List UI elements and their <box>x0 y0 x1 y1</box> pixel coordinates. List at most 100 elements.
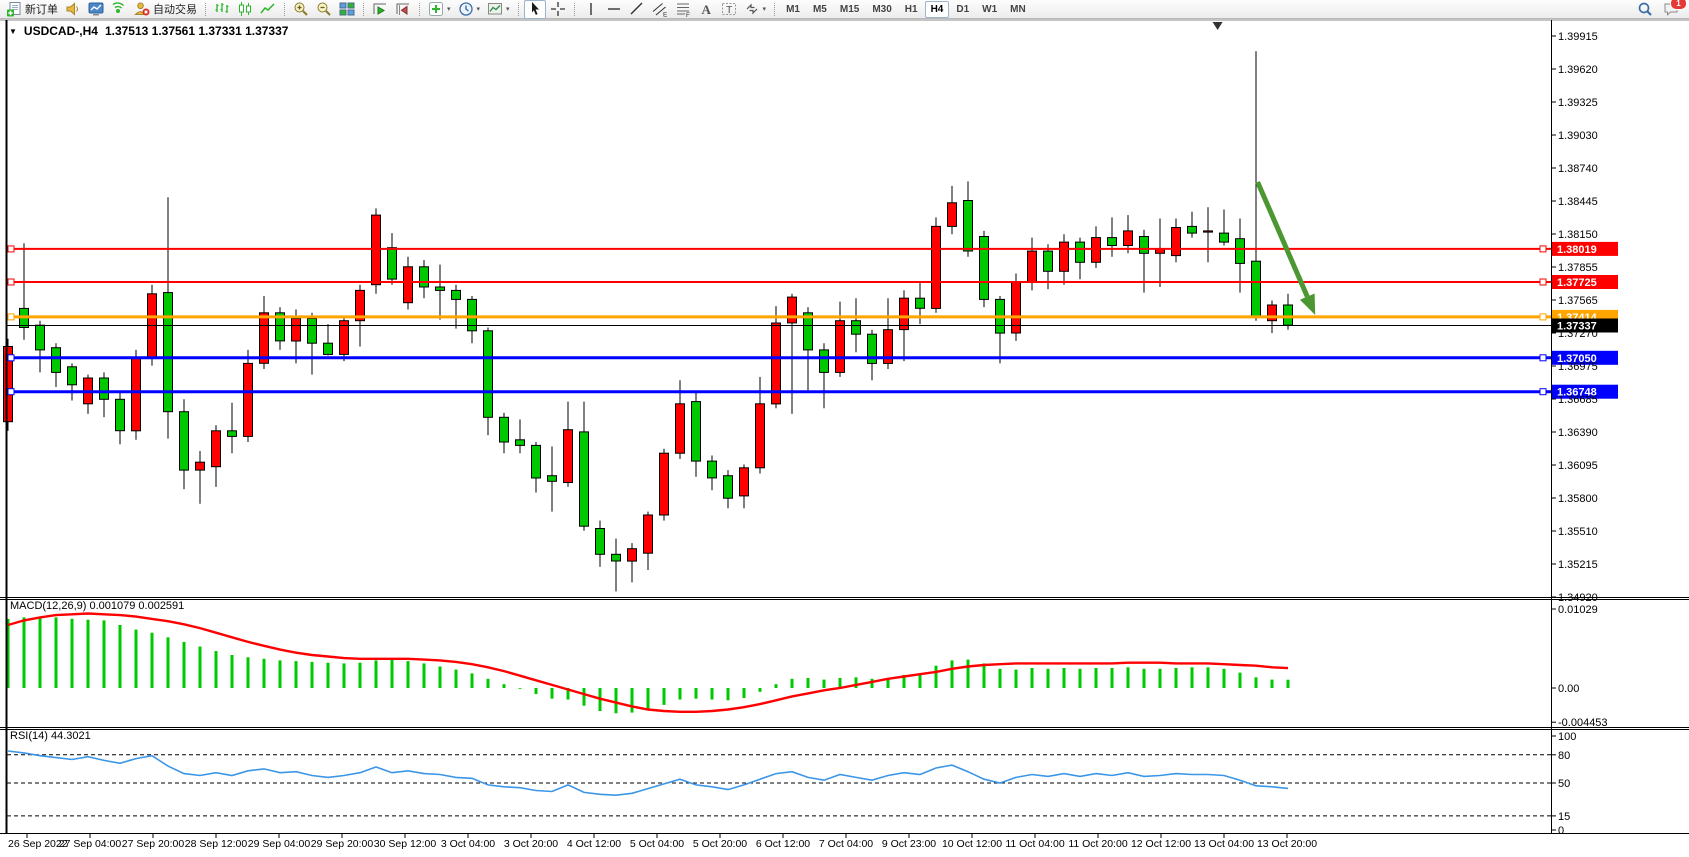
price-tick-label: 1.37565 <box>1558 295 1598 307</box>
timeframe-mn-button[interactable]: MN <box>1010 3 1026 15</box>
trendline-button[interactable] <box>626 0 648 19</box>
terminal-icon <box>88 2 104 16</box>
terminal-button[interactable] <box>85 0 107 19</box>
periods-button[interactable]: ▾ <box>455 0 484 19</box>
autoscroll-icon <box>373 3 386 15</box>
svg-text:A: A <box>701 2 711 17</box>
toolbar-separator <box>517 2 519 16</box>
dropdown-caret-icon: ▾ <box>506 5 510 13</box>
zoom-out-button[interactable] <box>313 0 335 19</box>
arrows-icon <box>746 3 757 15</box>
new-order-button[interactable]: 新订单 <box>3 0 61 19</box>
chat-button[interactable]: 1 <box>1660 0 1687 19</box>
dropdown-caret-icon: ▾ <box>762 5 767 13</box>
timeframe-m5-button[interactable]: M5 <box>812 3 827 15</box>
zoom-in-button[interactable] <box>290 0 312 19</box>
horizontal-line-button[interactable] <box>603 0 625 19</box>
price-tick-label: 1.35510 <box>1558 526 1598 538</box>
equidistant-channel-button[interactable]: E <box>649 0 671 19</box>
timeframe-m30-button[interactable]: M30 <box>872 3 892 15</box>
vertical-line-button[interactable] <box>580 0 602 19</box>
timeframe-w1-button[interactable]: W1 <box>982 3 998 15</box>
price-tick-label: 1.36975 <box>1558 361 1598 373</box>
price-level-line-1.38019[interactable]: 1.38019 <box>7 241 1618 256</box>
timeframe-h1-button[interactable]: H1 <box>904 3 918 15</box>
templates-button[interactable]: ▾ <box>484 0 513 19</box>
linechart-icon <box>260 3 275 14</box>
time-axis-label: 4 Oct 12:00 <box>567 838 621 850</box>
time-axis-label: 28 Sep 12:00 <box>185 838 248 850</box>
chart-canvas[interactable]: 1.380191.377251.374141.370501.367481.373… <box>0 19 1689 857</box>
price-tag-1.37725: 1.37725 <box>1557 277 1597 289</box>
price-tick-label: 1.39030 <box>1558 130 1598 142</box>
time-axis-label: 26 Sep 2022 <box>8 838 68 850</box>
trend-arrow-annotation[interactable] <box>1255 181 1316 315</box>
price-tick-label: 1.39620 <box>1558 64 1598 76</box>
price-level-line-1.37050[interactable]: 1.37050 <box>7 350 1618 365</box>
toolbar-separator <box>573 2 575 16</box>
timeframe-d1-button[interactable]: D1 <box>956 3 970 15</box>
text-label-button[interactable]: T <box>718 0 740 19</box>
time-axis-label: 11 Oct 20:00 <box>1068 838 1128 850</box>
fibonacci-button[interactable]: F <box>672 0 694 19</box>
rsi-indicator-label: RSI(14) 44.3021 <box>10 730 91 742</box>
magnifier-icon <box>1638 2 1652 16</box>
text-button[interactable]: A <box>695 0 717 19</box>
chart-title: ▼ USDCAD-,H4 1.37513 1.37561 1.37331 1.3… <box>9 24 288 38</box>
new-order-button-label: 新订单 <box>25 4 58 16</box>
price-tick-label: 1.39915 <box>1558 31 1598 43</box>
crosshair-button[interactable] <box>547 0 569 19</box>
cursor-button[interactable] <box>523 0 546 19</box>
toolbar-separator <box>363 2 364 16</box>
timeframe-h4-button[interactable]: H4 <box>924 0 950 18</box>
rsi-tick-label: 50 <box>1558 778 1570 790</box>
chart-shift-button[interactable] <box>392 0 414 19</box>
channel-icon: E <box>652 3 668 17</box>
time-axis-label: 10 Oct 12:00 <box>942 838 1002 850</box>
chart-symbol-period: USDCAD-,H4 <box>23 24 98 38</box>
bar-chart-button[interactable] <box>211 0 233 19</box>
tile-windows-button[interactable] <box>336 0 358 19</box>
current-price-line: 1.37337 <box>7 318 1618 333</box>
chart-shift-marker[interactable] <box>1212 22 1223 30</box>
tile-icon <box>339 2 355 16</box>
rsi-tick-label: 15 <box>1558 811 1570 823</box>
line-chart-button[interactable] <box>257 0 279 19</box>
price-level-line-1.36748[interactable]: 1.36748 <box>7 384 1618 399</box>
rsi-line <box>7 750 1289 797</box>
price-tag-1.37050: 1.37050 <box>1557 353 1597 365</box>
trendline-icon <box>630 2 643 15</box>
time-axis-label: 29 Sep 20:00 <box>311 838 374 850</box>
price-tag-1.38019: 1.38019 <box>1557 244 1597 256</box>
autotrading-button[interactable]: 自动交易 <box>131 0 200 19</box>
current-price-tag: 1.37337 <box>1557 321 1597 333</box>
toolbar-separator <box>419 2 420 16</box>
one-click-expand-icon[interactable]: ▼ <box>9 26 17 36</box>
toolbar-separator <box>284 2 285 16</box>
price-tag-1.36748: 1.36748 <box>1557 387 1597 399</box>
macd-tick-label: 0.00 <box>1558 683 1579 695</box>
sound-alert-button[interactable] <box>62 0 84 19</box>
dropdown-caret-icon: ▾ <box>447 5 451 13</box>
timeframe-m15-button[interactable]: M15 <box>839 3 860 15</box>
speaker-icon <box>66 2 78 16</box>
search-button[interactable] <box>1634 0 1656 19</box>
price-tick-label: 1.36095 <box>1558 460 1598 472</box>
macd-tick-label: -0.004453 <box>1558 717 1608 729</box>
price-level-line-1.37725[interactable]: 1.37725 <box>7 275 1618 289</box>
chart-window[interactable]: 1.38019 1.37725 1.37414 1.37050 1.36748 1.373… <box>0 19 1689 857</box>
auto-scroll-button[interactable] <box>369 0 391 19</box>
text-icon: A <box>701 2 711 17</box>
candlestick-chart-button[interactable] <box>234 0 256 19</box>
timeframe-m1-button[interactable]: M1 <box>786 3 800 15</box>
time-axis-label: 3 Oct 20:00 <box>504 838 558 850</box>
indicators-button[interactable]: ▾ <box>425 0 454 19</box>
time-axis-label: 30 Sep 12:00 <box>374 838 437 850</box>
signals-icon <box>112 2 125 13</box>
arrows-button[interactable]: ▾ <box>741 0 770 19</box>
toolbar-separator <box>774 2 776 16</box>
price-tick-label: 1.36685 <box>1558 394 1598 406</box>
signals-button[interactable] <box>108 0 130 19</box>
hline-icon <box>607 8 620 10</box>
time-axis-label: 6 Oct 12:00 <box>756 838 810 850</box>
